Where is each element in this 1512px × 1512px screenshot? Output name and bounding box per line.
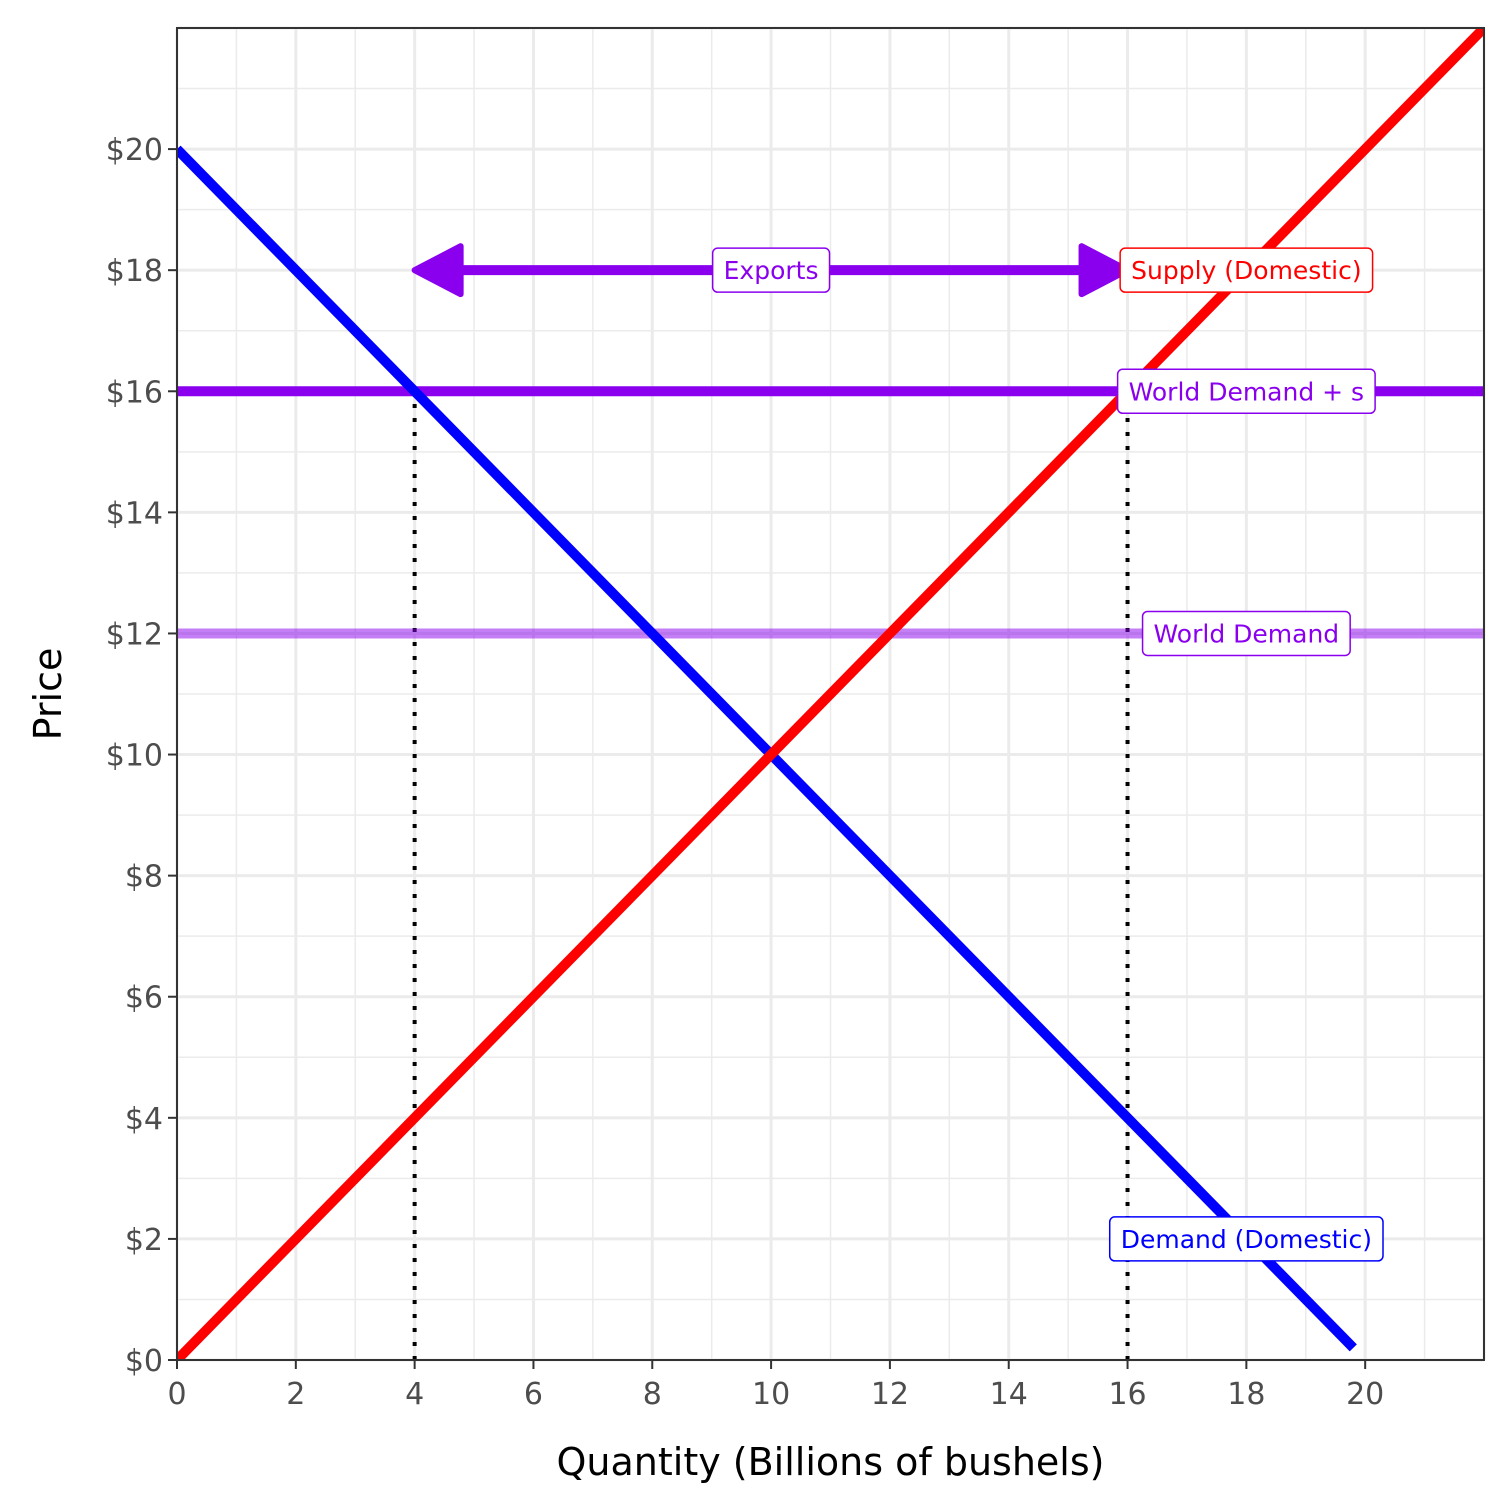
exports-arrow-head-right xyxy=(1078,243,1131,298)
annotation-text: Exports xyxy=(724,256,819,285)
x-axis-tick-label: 12 xyxy=(871,1377,909,1412)
x-axis-tick-label: 0 xyxy=(167,1377,186,1412)
x-axis-tick-label: 2 xyxy=(286,1377,305,1412)
panel-border xyxy=(176,27,1485,1361)
annotation-box xyxy=(1119,247,1374,293)
y-axis-tick-label: $18 xyxy=(106,254,163,289)
annotation-label: World Demand + s xyxy=(1116,368,1376,415)
x-axis-tick-label: 16 xyxy=(1108,1377,1146,1412)
y-axis-tick-label: $4 xyxy=(125,1102,163,1137)
y-axis-tick-label: $2 xyxy=(125,1223,163,1258)
x-axis-tick-label: 18 xyxy=(1227,1377,1265,1412)
annotation-label: Supply (Domestic) xyxy=(1119,247,1374,293)
annotation-box xyxy=(1141,610,1351,657)
y-axis-tick-label: $8 xyxy=(125,860,163,895)
annotations: Exports Supply (Domestic) World Demand + s… xyxy=(711,247,1384,1262)
y-axis-title: Price xyxy=(26,648,70,741)
x-axis-tick-label: 20 xyxy=(1346,1377,1384,1412)
x-axis-tick-label: 10 xyxy=(752,1377,790,1412)
x-axis-tick-label: 14 xyxy=(990,1377,1028,1412)
annotation-label: Exports xyxy=(711,247,831,293)
axes: 0 2 4 6 8 10 12 14 16 18 20 $0 $2 $4 $6 $8 $10 $12 $14 $16 $… xyxy=(106,133,1385,1412)
y-axis-tick-label: $14 xyxy=(106,496,163,531)
exports-arrow-head-left xyxy=(411,243,464,298)
y-axis-tick-label: $20 xyxy=(106,133,163,168)
annotation-label: Demand (Domestic) xyxy=(1108,1216,1384,1262)
x-axis-tick-label: 6 xyxy=(524,1377,543,1412)
annotation-box xyxy=(1108,1216,1384,1262)
y-axis-tick-label: $6 xyxy=(125,981,163,1016)
x-axis-title: Quantity (Billions of bushels) xyxy=(557,1440,1105,1484)
annotation-text: World Demand xyxy=(1154,619,1340,648)
annotation-box xyxy=(1116,368,1376,415)
y-axis-tick-label: $16 xyxy=(106,375,163,410)
y-axis-tick-label: $12 xyxy=(106,617,163,652)
x-axis-tick-label: 4 xyxy=(405,1377,424,1412)
annotation-text: Demand (Domestic) xyxy=(1121,1225,1372,1254)
series-line-demand-domestic xyxy=(177,145,1357,1352)
annotation-text: World Demand + s xyxy=(1129,377,1364,406)
y-axis-tick-label: $0 xyxy=(125,1344,163,1379)
annotation-label: World Demand xyxy=(1141,610,1351,657)
x-axis-tick-label: 8 xyxy=(643,1377,662,1412)
annotation-box xyxy=(711,247,831,293)
annotation-text: Supply (Domestic) xyxy=(1131,256,1361,285)
y-axis-tick-label: $10 xyxy=(106,739,163,774)
